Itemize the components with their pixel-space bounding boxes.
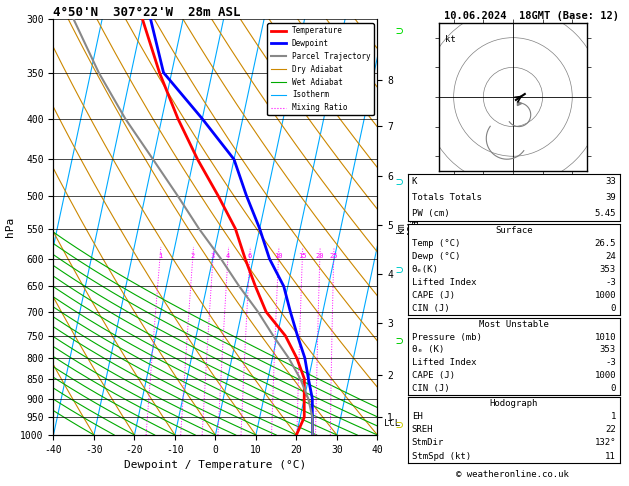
Text: 10: 10 <box>274 253 282 259</box>
Text: kt: kt <box>445 35 455 44</box>
Text: Mixing Ratio (g/kg): Mixing Ratio (g/kg) <box>411 172 421 283</box>
Text: K: K <box>412 177 417 186</box>
Text: 33: 33 <box>605 177 616 186</box>
Text: 4: 4 <box>226 253 230 259</box>
Text: 353: 353 <box>600 346 616 354</box>
Text: LCL: LCL <box>384 419 400 428</box>
Text: © weatheronline.co.uk: © weatheronline.co.uk <box>456 469 569 479</box>
Text: 4°50'N  307°22'W  28m ASL: 4°50'N 307°22'W 28m ASL <box>53 6 241 19</box>
Text: CIN (J): CIN (J) <box>412 384 450 393</box>
Text: ⊃: ⊃ <box>396 263 403 277</box>
Text: 10.06.2024  18GMT (Base: 12): 10.06.2024 18GMT (Base: 12) <box>444 11 619 21</box>
Text: StmDir: StmDir <box>412 438 444 448</box>
Text: Most Unstable: Most Unstable <box>479 320 549 329</box>
X-axis label: Dewpoint / Temperature (°C): Dewpoint / Temperature (°C) <box>125 460 306 470</box>
Text: Totals Totals: Totals Totals <box>412 193 482 202</box>
Text: -3: -3 <box>605 358 616 367</box>
Text: ⊃: ⊃ <box>396 24 403 37</box>
Text: 3: 3 <box>211 253 215 259</box>
Text: ⊃: ⊃ <box>396 175 403 188</box>
Text: Surface: Surface <box>495 226 533 235</box>
Text: 1010: 1010 <box>594 332 616 342</box>
Text: CAPE (J): CAPE (J) <box>412 291 455 300</box>
Text: 0: 0 <box>611 304 616 313</box>
Text: θₑ (K): θₑ (K) <box>412 346 444 354</box>
Y-axis label: km
ASL: km ASL <box>396 218 418 236</box>
Text: 1000: 1000 <box>594 291 616 300</box>
Text: 353: 353 <box>600 265 616 274</box>
Text: 1: 1 <box>611 412 616 421</box>
Text: ⊃: ⊃ <box>396 418 403 431</box>
Text: PW (cm): PW (cm) <box>412 208 450 218</box>
Text: 15: 15 <box>298 253 306 259</box>
Text: SREH: SREH <box>412 425 433 434</box>
Text: EH: EH <box>412 412 423 421</box>
Y-axis label: hPa: hPa <box>4 217 14 237</box>
Text: 22: 22 <box>605 425 616 434</box>
Text: 132°: 132° <box>594 438 616 448</box>
Text: 26.5: 26.5 <box>594 239 616 248</box>
Legend: Temperature, Dewpoint, Parcel Trajectory, Dry Adiabat, Wet Adiabat, Isotherm, Mi: Temperature, Dewpoint, Parcel Trajectory… <box>267 23 374 115</box>
Text: Pressure (mb): Pressure (mb) <box>412 332 482 342</box>
Text: 6: 6 <box>248 253 252 259</box>
Text: Dewp (°C): Dewp (°C) <box>412 252 460 260</box>
Text: 39: 39 <box>605 193 616 202</box>
Text: -3: -3 <box>605 278 616 287</box>
Text: 0: 0 <box>611 384 616 393</box>
Text: Lifted Index: Lifted Index <box>412 358 476 367</box>
Text: 25: 25 <box>330 253 338 259</box>
Text: 20: 20 <box>316 253 324 259</box>
Text: ⊃: ⊃ <box>396 334 403 347</box>
Text: CAPE (J): CAPE (J) <box>412 371 455 380</box>
Text: CIN (J): CIN (J) <box>412 304 450 313</box>
Text: 5.45: 5.45 <box>594 208 616 218</box>
Text: 24: 24 <box>605 252 616 260</box>
Text: Lifted Index: Lifted Index <box>412 278 476 287</box>
Text: 2: 2 <box>191 253 195 259</box>
Text: Temp (°C): Temp (°C) <box>412 239 460 248</box>
Text: StmSpd (kt): StmSpd (kt) <box>412 451 471 461</box>
Text: θₑ(K): θₑ(K) <box>412 265 438 274</box>
Text: 1: 1 <box>158 253 162 259</box>
Text: 11: 11 <box>605 451 616 461</box>
Text: Hodograph: Hodograph <box>490 399 538 408</box>
Text: 1000: 1000 <box>594 371 616 380</box>
